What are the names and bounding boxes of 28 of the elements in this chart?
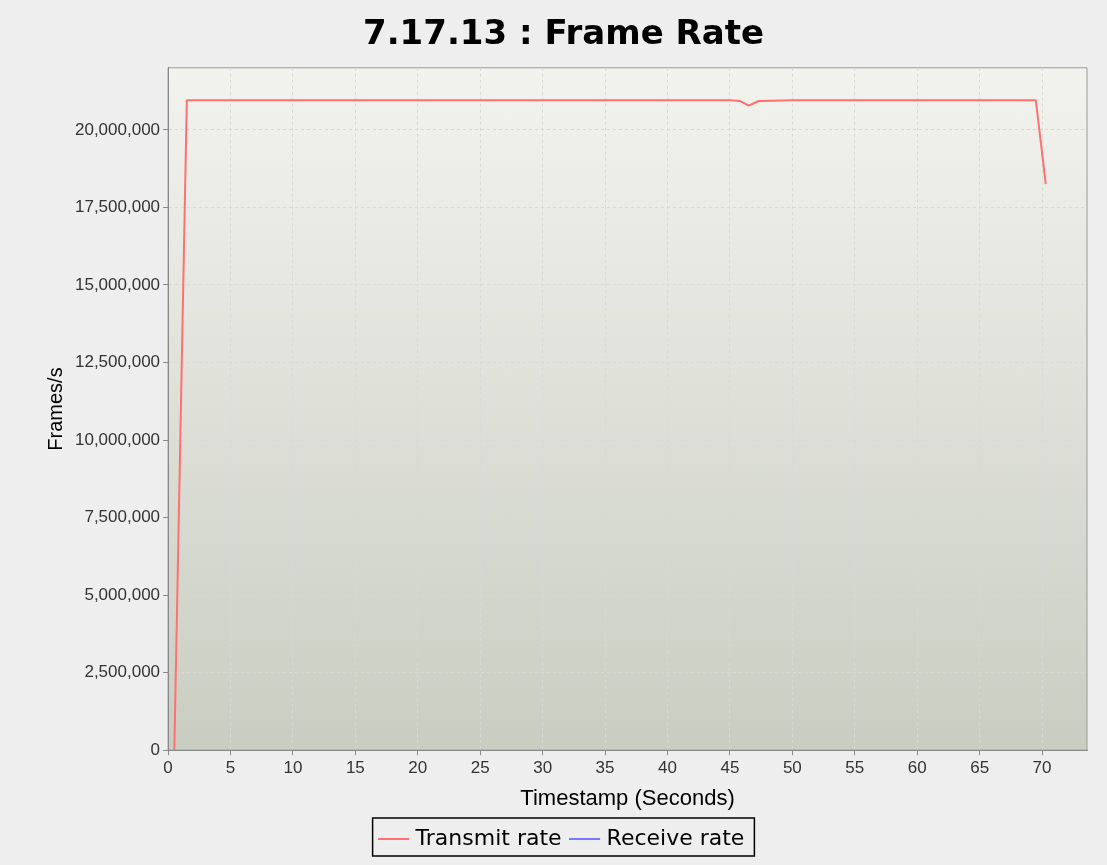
x-tick-label: 10: [283, 758, 303, 778]
chart-title: 7.17.13 : Frame Rate: [363, 12, 764, 53]
x-tick-label: 35: [595, 758, 615, 778]
y-tick-label: 12,500,000: [74, 352, 161, 372]
y-axis-title: Frames/s: [43, 367, 66, 451]
y-tick-label: 17,500,000: [74, 197, 161, 217]
x-tick-label: 55: [845, 758, 865, 778]
x-tick-label: 25: [470, 758, 490, 778]
x-tick-label: 50: [782, 758, 802, 778]
x-tick-label: 45: [720, 758, 740, 778]
x-tick-label: 20: [408, 758, 428, 778]
x-axis-title: Timestamp (Seconds): [520, 784, 735, 810]
y-tick-label: 7,500,000: [84, 507, 161, 527]
x-tick-label: 5: [225, 758, 236, 778]
x-tick-label: 30: [533, 758, 553, 778]
y-tick-label: 15,000,000: [74, 274, 161, 294]
y-tick-label: 10,000,000: [74, 429, 161, 449]
x-tick-label: 60: [907, 758, 927, 778]
y-tick-label: 0: [150, 739, 161, 759]
x-tick-label: 70: [1032, 758, 1052, 778]
y-tick-label: 2,500,000: [84, 662, 161, 682]
x-tick-label: 40: [658, 758, 677, 778]
x-tick-label: 65: [970, 758, 990, 778]
legend-label: Transmit rate: [414, 824, 562, 850]
y-tick-label: 20,000,000: [74, 119, 161, 139]
x-tick-label: 15: [345, 758, 365, 778]
y-tick-label: 5,000,000: [84, 584, 161, 604]
legend-label: Receive rate: [606, 824, 745, 850]
